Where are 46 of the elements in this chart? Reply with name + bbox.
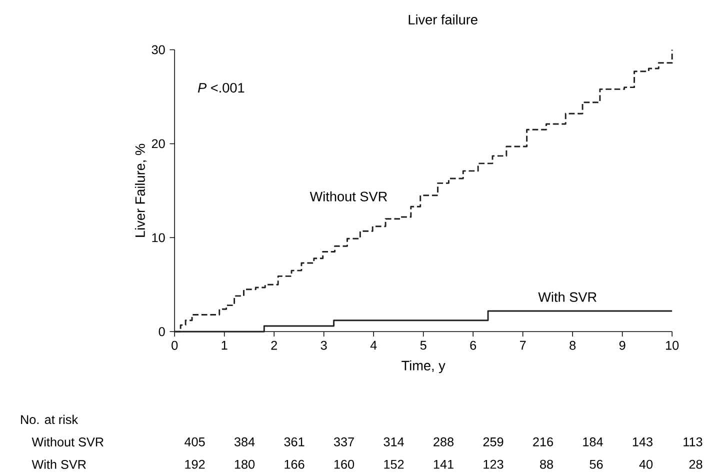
text: 384 (234, 437, 255, 446)
x-tick-label: 7 (520, 340, 526, 350)
y-axis-title: Liver Failure, % (134, 144, 147, 237)
x-tick-label: 2 (271, 340, 277, 350)
text: 28 (689, 460, 702, 469)
text: 288 (434, 437, 454, 446)
x-tick-label: 9 (619, 340, 626, 350)
annotation: P <.001 (198, 82, 244, 93)
text: 160 (334, 460, 354, 469)
text: 259 (483, 437, 504, 446)
chart-title: Liver failure (408, 14, 478, 24)
text: 405 (184, 437, 205, 446)
series-label: Without SVR (310, 191, 388, 202)
text: 88 (540, 460, 553, 469)
x-tick-label: 5 (420, 340, 426, 350)
text: 123 (484, 460, 504, 469)
text: 152 (384, 460, 404, 469)
x-tick-label: 3 (320, 340, 327, 350)
y-tick-label: 0 (158, 327, 165, 336)
series-label: With SVR (538, 292, 596, 302)
text: With SVR (32, 460, 86, 469)
text: 184 (583, 437, 603, 446)
text: 337 (334, 437, 354, 446)
x-tick-label: 6 (470, 340, 476, 350)
text: No. at risk (21, 414, 78, 424)
text: 143 (632, 437, 652, 446)
y-tick-label: 10 (152, 233, 165, 242)
text: 56 (590, 460, 603, 469)
text: 314 (384, 437, 404, 446)
x-tick-label: 4 (370, 340, 377, 350)
text: Without SVR (32, 437, 104, 446)
x-axis-title: Time, y (402, 360, 446, 374)
text: 40 (639, 460, 653, 469)
x-tick-label: 10 (666, 340, 679, 350)
x-tick-label: 8 (570, 340, 576, 350)
y-tick-label: 20 (152, 139, 165, 148)
text: 216 (533, 437, 553, 446)
y-tick-label: 30 (152, 45, 165, 54)
x-tick-label: 1 (222, 340, 228, 350)
text: 166 (284, 460, 304, 469)
text: 141 (434, 460, 454, 469)
x-tick-label: 0 (172, 340, 178, 350)
text: 192 (185, 460, 205, 469)
text: 180 (234, 460, 255, 469)
text: 113 (684, 437, 702, 446)
text: 361 (284, 437, 304, 446)
